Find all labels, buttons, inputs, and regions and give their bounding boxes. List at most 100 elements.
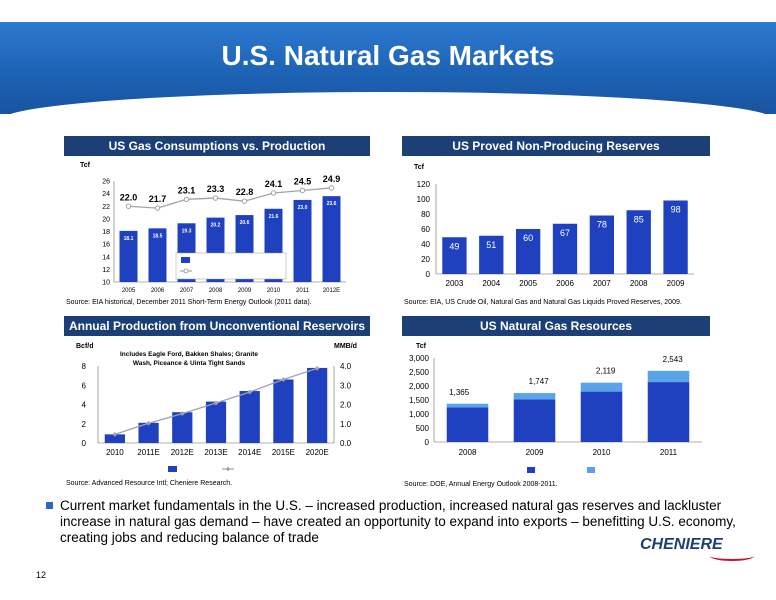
logo-text: CHENIERE	[640, 536, 723, 553]
chart1-production-bar	[322, 196, 341, 282]
chart2-y-tick: 120	[417, 180, 431, 189]
chart1-consumption-point	[241, 198, 248, 204]
page-number: 12	[36, 570, 47, 580]
chart3-gas-point	[281, 377, 286, 382]
chart1-x-tick: 2008	[209, 288, 223, 294]
bullet-marker	[46, 502, 53, 509]
chart1-production-label: 20.6	[240, 220, 250, 226]
chart3-gas-point	[146, 420, 151, 426]
chart4-total-label: 1,365	[449, 388, 470, 397]
source-consumption: Source: EIA historical, December 2011 Sh…	[66, 299, 312, 306]
chart1-production-bar	[148, 228, 167, 282]
chart1-consumption-point	[299, 187, 306, 194]
chart4-shale-bar	[446, 403, 489, 408]
chart2-y-tick: 100	[417, 195, 431, 204]
page-title: U.S. Natural Gas Markets	[221, 40, 555, 71]
bullet-point: Current market fundamentals in the U.S. …	[46, 498, 750, 546]
chart2-x-tick: 2004	[482, 279, 500, 288]
chart4-conventional-bar	[647, 382, 690, 442]
chart2-y-tick: 40	[421, 240, 430, 249]
chart4-x-tick: 2011	[660, 448, 678, 457]
chart1-consumption-label: 21.7	[149, 194, 167, 204]
chart3-x-tick: 2015E	[272, 448, 295, 457]
chart4-shale-bar	[580, 382, 623, 392]
chart4-shale-bar	[513, 393, 556, 400]
chart2-y-tick: 60	[421, 225, 430, 234]
chart3-y-tick: 0	[82, 439, 87, 448]
chart3-y-tick: 8	[82, 362, 87, 371]
chart4-x-tick: 2009	[526, 448, 544, 457]
chart1-y-tick: 16	[102, 242, 110, 249]
chart3-x-tick: 2011E	[137, 448, 160, 457]
chart2-y-tick: 0	[426, 270, 431, 279]
chart-proved-reserves: Tcf 0 20 40 60 80 100 120 2003 2004 2005 2006 2007 2…	[414, 164, 694, 288]
chart4-y-tick: 1,000	[409, 410, 430, 419]
chart3-y-tick: 2	[82, 420, 87, 429]
chart-unconventional-production: Bcf/d MMB/d Includes Eagle Ford, Bakken …	[76, 343, 357, 472]
chart2-bar-label: 85	[634, 214, 644, 224]
chart2-bar	[515, 229, 541, 274]
chart2-bar-label: 67	[560, 228, 570, 238]
chart2-bar	[626, 210, 651, 274]
chart3-liquids-bar	[273, 379, 294, 443]
legend-gas-marker	[225, 466, 231, 472]
cheniere-logo: CHENIERE	[640, 536, 754, 561]
chart1-production-label: 19.3	[182, 228, 192, 234]
chart1-consumption-point	[270, 190, 277, 196]
chart1-y-tick: 14	[102, 254, 110, 261]
chart3-x-tick: 2020E	[306, 448, 329, 457]
chart3-x-tick: 2012E	[171, 448, 194, 457]
chart4-conventional-bar	[580, 391, 623, 442]
chart3-left-unit: Bcf/d	[76, 343, 94, 350]
chart4-y-tick: 2,000	[409, 382, 430, 391]
chart3-right-unit: MMB/d	[334, 343, 357, 350]
chart1-consumption-point	[154, 205, 161, 211]
chart2-bar	[552, 223, 578, 274]
chart3-liquids-bar	[239, 391, 260, 443]
chart3-y2-tick: 4.0	[340, 362, 352, 371]
chart1-x-tick: 2006	[151, 288, 165, 294]
chart1-consumption-label: 24.1	[265, 179, 283, 189]
chart1-consumption-point	[183, 196, 190, 203]
source-unconventional: Source: Advanced Resource Intl; Cheniere…	[66, 480, 233, 487]
chart4-total-label: 2,543	[663, 355, 684, 364]
chart3-y2-tick: 0.0	[340, 439, 352, 448]
chart1-x-tick: 2009	[238, 288, 252, 294]
chart2-bar-label: 78	[597, 220, 607, 230]
bullet-text: Current market fundamentals in the U.S. …	[60, 498, 736, 545]
chart1-consumption-label: 24.9	[323, 174, 341, 184]
chart3-y2-tick: 3.0	[340, 381, 352, 390]
source-reserves: Source: EIA, US Crude Oil, Natural Gas a…	[404, 299, 682, 306]
legend-production-swatch	[181, 257, 190, 263]
header-unconventional: Annual Production from Unconventional Re…	[64, 316, 370, 336]
chart1-y-tick: 24	[102, 191, 110, 198]
legend-liquids-swatch	[168, 466, 177, 472]
chart1-x-tick: 2012E	[323, 288, 340, 294]
chart4-total-label: 2,119	[596, 367, 616, 376]
chart1-y-tick: 10	[102, 280, 110, 287]
chart3-x-tick: 2013E	[204, 448, 227, 457]
chart2-bar-label: 49	[449, 241, 459, 251]
chart3-annotation-line1: Includes Eagle Ford, Bakken Shales; Gran…	[120, 351, 258, 358]
chart3-y2-tick: 2.0	[340, 401, 352, 410]
chart3-y2-tick: 1.0	[340, 420, 352, 429]
chart3-liquids-bar	[172, 412, 193, 443]
chart1-production-label: 21.6	[269, 214, 279, 220]
chart3-gas-point	[112, 431, 118, 437]
chart3-x-tick: 2010	[106, 448, 124, 457]
chart3-liquids-bar	[104, 434, 125, 443]
chart1-consumption-label: 23.1	[178, 185, 196, 195]
chart1-consumption-label: 24.5	[294, 176, 312, 186]
chart4-x-tick: 2010	[593, 448, 611, 457]
chart3-annotation-line2: Wash, Piceance & Uinta Tight Sands	[133, 360, 246, 367]
chart-consumption-vs-production: Tcf 10 12 14 16 18 20 22 24 26 2005 2006 2007 2008 20…	[80, 162, 346, 294]
chart2-bar	[663, 200, 688, 274]
chart3-legend	[168, 466, 234, 472]
legend-consumption-marker	[183, 268, 189, 274]
chart3-gas-point	[179, 411, 185, 417]
chart4-unit-label: Tcf	[416, 343, 427, 350]
chart3-y-tick: 6	[82, 381, 87, 390]
chart1-production-label: 23.0	[298, 205, 308, 211]
chart1-consumption-label: 23.3	[207, 184, 225, 194]
chart1-production-bar	[119, 230, 138, 282]
